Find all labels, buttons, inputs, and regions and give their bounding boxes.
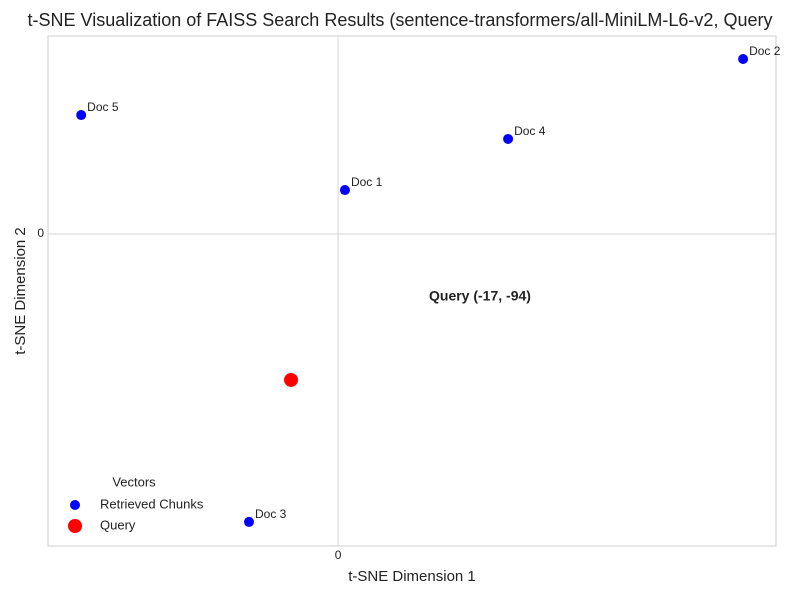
point	[284, 372, 299, 387]
point-label: Doc 1	[351, 175, 383, 189]
legend-title: Vectors	[112, 474, 156, 489]
point-label: Doc 2	[749, 44, 781, 58]
point	[738, 53, 749, 64]
point	[244, 516, 255, 527]
annotation: Query (-17, -94)	[429, 288, 531, 304]
point	[339, 185, 350, 196]
chart-title: t-SNE Visualization of FAISS Search Resu…	[28, 10, 773, 30]
point	[503, 133, 514, 144]
point-label: Doc 5	[87, 100, 119, 114]
y-axis-label: t-SNE Dimension 2	[12, 227, 29, 355]
plot-area	[47, 35, 777, 547]
x-tick-label: 0	[335, 548, 342, 562]
y-tick-label: 0	[37, 226, 44, 240]
point-label: Doc 3	[255, 507, 287, 521]
x-axis-label: t-SNE Dimension 1	[348, 568, 476, 585]
legend-label: Retrieved Chunks	[100, 496, 204, 511]
point	[76, 110, 87, 121]
legend-marker	[68, 519, 82, 533]
legend-label: Query	[100, 517, 136, 532]
point-label: Doc 4	[514, 124, 546, 138]
legend-marker	[70, 500, 80, 510]
